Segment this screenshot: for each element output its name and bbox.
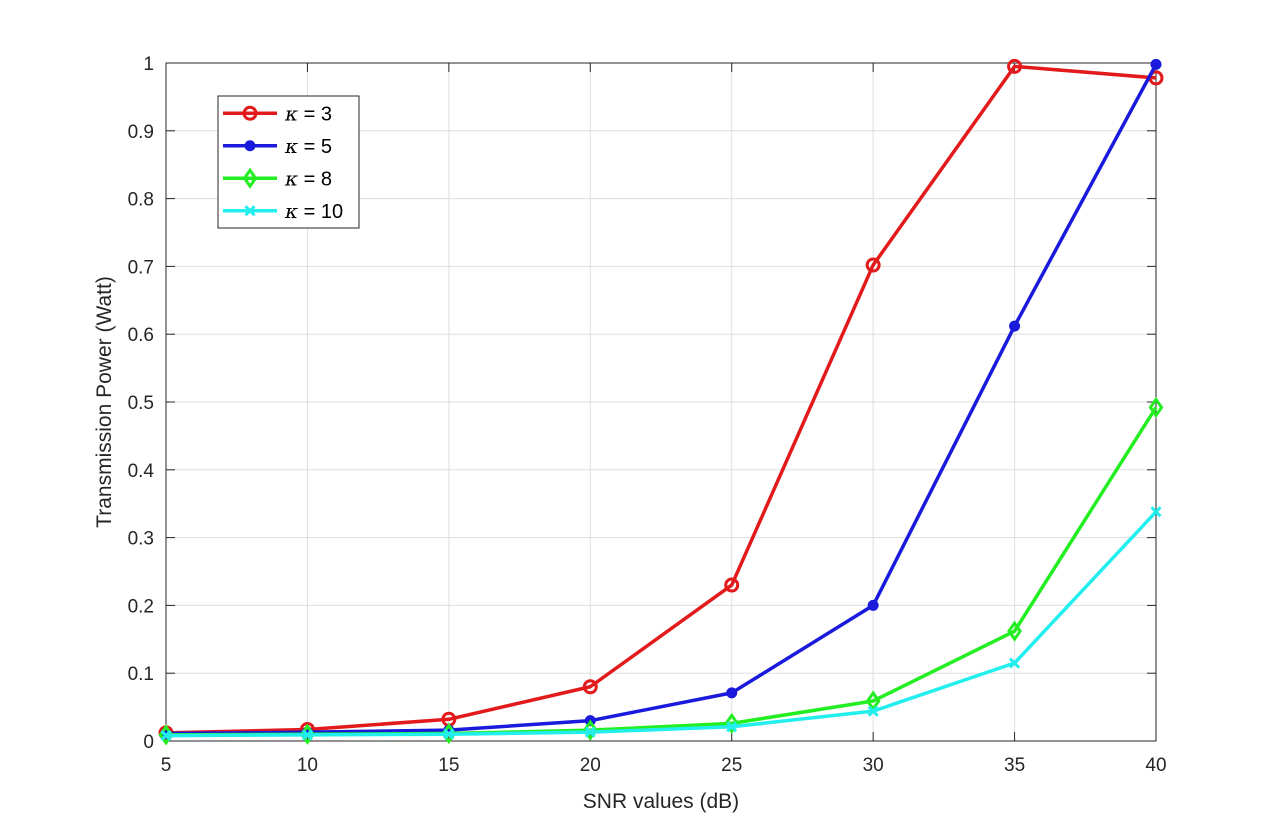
legend-value: = 5	[298, 136, 332, 158]
series-line	[165, 63, 1158, 736]
x-tick-label: 30	[863, 755, 884, 776]
x-tick-label: 15	[438, 755, 459, 776]
data-point	[867, 599, 879, 611]
data-point	[865, 257, 881, 273]
legend-marker	[242, 167, 258, 189]
legend-entry: κ = 8	[223, 166, 332, 190]
data-point	[1007, 620, 1023, 642]
y-tick-label: 0.2	[128, 596, 154, 617]
legend-label: κ = 8	[284, 166, 332, 190]
data-point	[160, 730, 172, 742]
axis-ticks: 5 10 15 20 25 30 35 40 0 0.1 0.2 0.3 0.4 0.5 0.6 0.7 0.8…	[128, 54, 1167, 776]
y-tick-label: 0.3	[128, 529, 154, 550]
legend-value: = 8	[298, 168, 332, 190]
y-tick-label: 0.7	[128, 257, 154, 278]
legend-value: = 10	[298, 201, 343, 223]
y-tick-label: 0.9	[128, 122, 154, 143]
grid	[165, 62, 1157, 742]
y-tick-label: 0.5	[128, 393, 154, 414]
x-tick-label: 40	[1145, 755, 1166, 776]
series-4	[160, 506, 1162, 742]
legend-box	[217, 95, 360, 229]
legend-symbol: κ	[284, 134, 298, 158]
x-tick-label: 20	[580, 755, 601, 776]
y-tick-label: 0.6	[128, 325, 154, 346]
legend-label: κ = 10	[284, 199, 343, 223]
legend-symbol: κ	[284, 166, 298, 190]
legend-marker	[242, 105, 258, 121]
x-tick-label: 5	[161, 755, 172, 776]
legend: κ = 3κ = 5κ = 8κ = 10	[217, 95, 360, 229]
legend-marker	[244, 140, 256, 152]
data-point	[726, 687, 738, 699]
y-tick-label: 1	[143, 54, 154, 75]
data-point	[865, 690, 881, 712]
legend-entry: κ = 10	[223, 199, 343, 223]
data-point	[1150, 506, 1162, 518]
data-point	[1007, 58, 1023, 74]
series-line	[165, 510, 1158, 738]
data-point	[1009, 657, 1021, 669]
y-axis-title: Transmission Power (Watt)	[93, 276, 116, 528]
legend-label: κ = 5	[284, 134, 332, 158]
data-point	[443, 728, 455, 740]
y-tick-label: 0	[143, 732, 154, 753]
x-axis-title: SNR values (dB)	[583, 790, 739, 813]
data-point	[582, 679, 598, 695]
x-tick-label: 10	[297, 755, 318, 776]
data-point	[724, 712, 740, 734]
data-point	[726, 721, 738, 733]
y-tick-label: 0.8	[128, 190, 154, 211]
x-tick-label: 25	[721, 755, 742, 776]
legend-marker	[244, 205, 256, 217]
series-layer	[158, 58, 1164, 746]
data-point	[301, 729, 313, 741]
legend-symbol: κ	[284, 101, 298, 125]
data-point	[867, 705, 879, 717]
legend-symbol: κ	[284, 199, 298, 223]
data-point	[1148, 396, 1164, 419]
series-3	[158, 396, 1164, 746]
legend-value: = 3	[298, 103, 332, 125]
data-point	[724, 577, 740, 593]
y-tick-label: 0.4	[128, 461, 155, 482]
series-line	[165, 406, 1158, 737]
data-point	[584, 726, 596, 738]
data-point	[1009, 320, 1021, 332]
data-point	[1150, 58, 1162, 70]
legend-label: κ = 3	[284, 101, 332, 125]
series-line	[165, 64, 1157, 735]
legend-entry: κ = 5	[223, 134, 332, 158]
x-tick-label: 35	[1004, 755, 1025, 776]
legend-entry: κ = 3	[223, 101, 332, 125]
y-tick-label: 0.1	[128, 664, 154, 685]
